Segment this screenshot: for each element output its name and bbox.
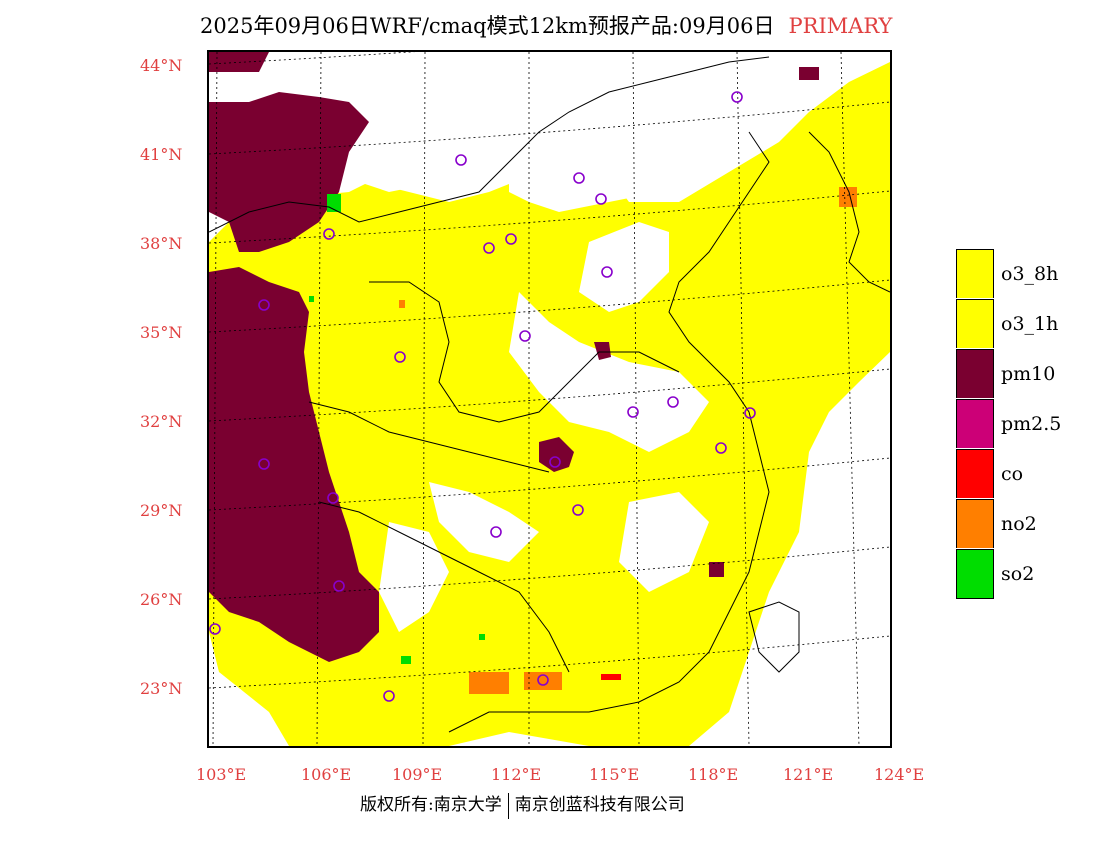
- legend-label: pm2.5: [1001, 413, 1062, 435]
- title-tag: PRIMARY: [788, 14, 893, 38]
- lon-label-124e: 124°E: [874, 765, 925, 784]
- footer-right: 南京创蓝科技有限公司: [514, 795, 685, 815]
- legend-swatch: [956, 399, 994, 448]
- legend-label: o3_8h: [1001, 263, 1059, 285]
- legend-item-o3-8h: o3_8h: [956, 249, 1074, 299]
- lon-label-103e: 103°E: [196, 765, 247, 784]
- lat-label-29n: 29°N: [140, 501, 183, 520]
- lat-label-41n: 41°N: [140, 145, 183, 164]
- legend-item-o3-1h: o3_1h: [956, 299, 1074, 349]
- lat-label-44n: 44°N: [140, 56, 183, 75]
- lat-label-23n: 23°N: [140, 679, 183, 698]
- copyright-footer: 版权所有:南京大学 南京创蓝科技有限公司: [360, 790, 685, 819]
- lat-label-38n: 38°N: [140, 234, 183, 253]
- legend-swatch: [956, 549, 994, 599]
- legend-item-pm10: pm10: [956, 349, 1074, 399]
- lon-label-115e: 115°E: [589, 765, 640, 784]
- lon-label-106e: 106°E: [301, 765, 352, 784]
- footer-separator: [507, 792, 509, 819]
- pollutant-legend: o3_8h o3_1h pm10 pm2.5 co no2 so2: [956, 249, 1074, 599]
- graticule: [209, 52, 890, 746]
- legend-swatch: [956, 249, 994, 298]
- legend-label: pm10: [1001, 363, 1056, 385]
- lon-label-112e: 112°E: [491, 765, 542, 784]
- pollution-map: [209, 52, 890, 746]
- legend-swatch: [956, 449, 994, 498]
- legend-item-no2: no2: [956, 499, 1074, 549]
- legend-item-so2: so2: [956, 549, 1074, 599]
- lat-label-35n: 35°N: [140, 323, 183, 342]
- boundary-lines: [209, 56, 890, 733]
- lon-label-118e: 118°E: [688, 765, 739, 784]
- legend-item-pm2-5: pm2.5: [956, 399, 1074, 449]
- no2-spots: [399, 187, 857, 694]
- legend-item-co: co: [956, 449, 1074, 499]
- lat-label-26n: 26°N: [140, 590, 183, 609]
- lon-label-121e: 121°E: [783, 765, 834, 784]
- lon-label-109e: 109°E: [392, 765, 443, 784]
- legend-label: o3_1h: [1001, 313, 1059, 335]
- station-markers: [209, 91, 756, 702]
- footer-left: 版权所有:南京大学: [360, 795, 502, 815]
- legend-label: co: [1001, 463, 1024, 485]
- legend-swatch: [956, 349, 994, 398]
- title-main: 2025年09月06日WRF/cmaq模式12km预报产品:09月06日: [200, 14, 775, 38]
- legend-swatch: [956, 299, 994, 348]
- map-title: 2025年09月06日WRF/cmaq模式12km预报产品:09月06日 PRIM…: [200, 10, 892, 40]
- legend-swatch: [956, 499, 994, 548]
- map-frame: [207, 50, 892, 748]
- co-spots: [601, 674, 621, 680]
- lat-label-32n: 32°N: [140, 412, 183, 431]
- legend-label: no2: [1001, 513, 1037, 535]
- legend-label: so2: [1001, 563, 1035, 585]
